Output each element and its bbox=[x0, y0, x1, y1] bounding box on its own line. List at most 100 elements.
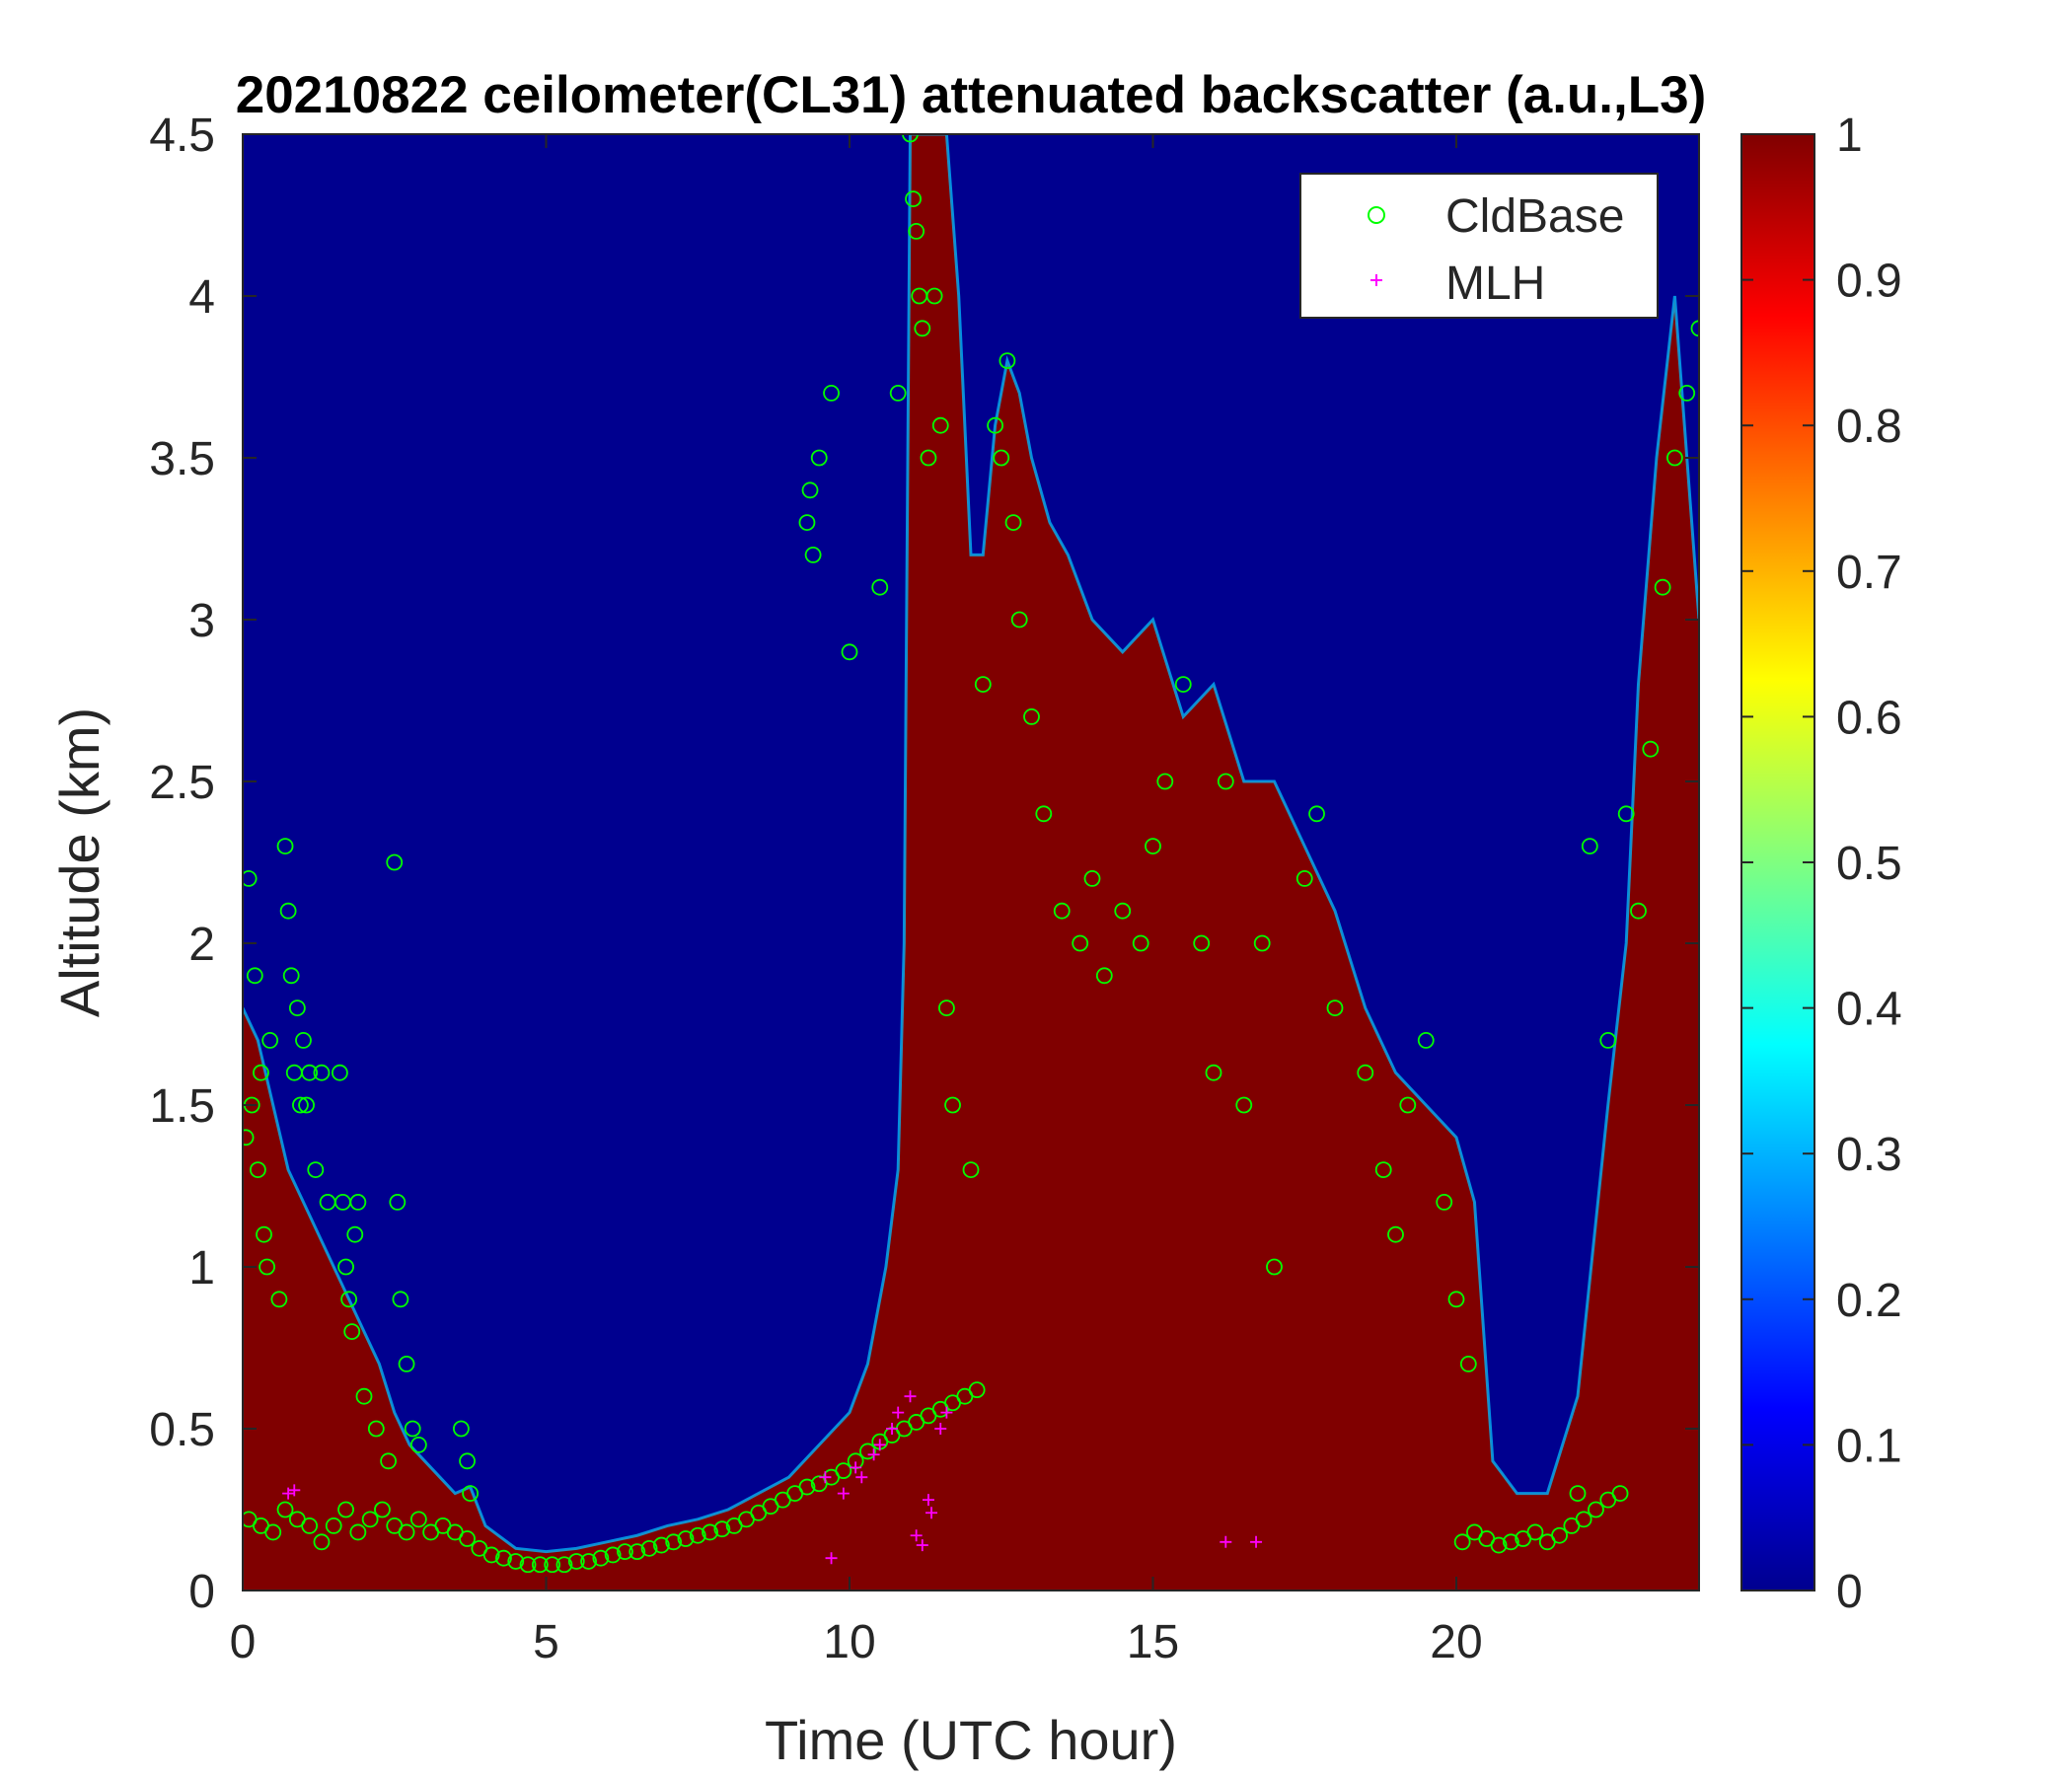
cldbase-point bbox=[1642, 740, 1660, 758]
cldbase-point bbox=[301, 1064, 319, 1081]
cldbase-point bbox=[689, 1526, 706, 1544]
cldbase-point bbox=[1617, 805, 1635, 823]
cldbase-point bbox=[337, 1258, 354, 1276]
cldbase-point bbox=[1266, 1258, 1283, 1276]
y-tick-label: 0 bbox=[188, 1566, 215, 1618]
cldbase-point bbox=[702, 1523, 718, 1541]
cldbase-point bbox=[999, 352, 1016, 370]
cldbase-point bbox=[835, 1462, 852, 1480]
mlh-point bbox=[855, 1471, 868, 1484]
cldbase-point bbox=[459, 1452, 476, 1470]
cldbase-point bbox=[1114, 902, 1132, 920]
y-tick-label: 3.5 bbox=[149, 433, 215, 485]
cldbase-point bbox=[1611, 1485, 1629, 1502]
chart-title: 20210822 ceilometer(CL31) attenuated bac… bbox=[236, 66, 1707, 124]
cldbase-point bbox=[367, 1420, 385, 1438]
cldbase-point bbox=[604, 1546, 622, 1564]
cldbase-point bbox=[1308, 805, 1325, 823]
cldbase-point bbox=[482, 1546, 500, 1564]
cldbase-point bbox=[531, 1556, 549, 1574]
cldbase-point bbox=[361, 1511, 379, 1528]
cldbase-point bbox=[288, 999, 306, 1016]
cldbase-point bbox=[1205, 1064, 1222, 1081]
cldbase-point bbox=[665, 1533, 683, 1551]
cldbase-point bbox=[307, 1161, 325, 1178]
cldbase-point bbox=[1326, 999, 1344, 1016]
cldbase-point bbox=[1417, 1032, 1435, 1049]
cldbase-point bbox=[331, 1064, 348, 1081]
cldbase-point bbox=[1374, 1161, 1392, 1178]
cldbase-point bbox=[1193, 934, 1211, 952]
cldbase-point bbox=[914, 320, 931, 337]
colorbar-tick-label: 0.5 bbox=[1836, 838, 1902, 890]
cldbase-point bbox=[859, 1443, 876, 1460]
cldbase-point bbox=[938, 999, 955, 1016]
cldbase-point bbox=[652, 1536, 670, 1554]
cldbase-point bbox=[1588, 1501, 1604, 1518]
colorbar-tick-label: 0.3 bbox=[1836, 1129, 1902, 1181]
cldbase-point bbox=[810, 449, 828, 467]
cldbase-point bbox=[337, 1501, 354, 1518]
cldbase-point bbox=[243, 870, 258, 887]
cldbase-point bbox=[905, 190, 922, 208]
y-tick-label: 1.5 bbox=[149, 1080, 215, 1133]
cldbase-point bbox=[567, 1553, 585, 1570]
cldbase-point bbox=[1630, 902, 1647, 920]
cldbase-point bbox=[462, 1485, 480, 1502]
cldbase-point bbox=[974, 676, 992, 693]
cldbase-point bbox=[298, 1096, 315, 1114]
cldbase-point bbox=[404, 1420, 421, 1438]
cldbase-point bbox=[1387, 1225, 1404, 1243]
cldbase-point bbox=[259, 1258, 276, 1276]
cldbase-point bbox=[617, 1543, 633, 1561]
cldbase-point bbox=[1357, 1064, 1374, 1081]
cldbase-point bbox=[555, 1556, 573, 1574]
y-axis-label: Altitude (km) bbox=[48, 707, 111, 1017]
colorbar-tick-label: 0.1 bbox=[1836, 1420, 1902, 1472]
cldbase-point bbox=[1217, 773, 1234, 790]
mlh-point bbox=[288, 1484, 301, 1497]
colorbar-tick-label: 0.2 bbox=[1836, 1275, 1902, 1327]
cldbase-point bbox=[1551, 1526, 1568, 1544]
x-tick-label: 5 bbox=[533, 1616, 559, 1668]
series-mlh bbox=[282, 1390, 1263, 1565]
cldbase-point bbox=[279, 902, 297, 920]
mlh-point bbox=[916, 1539, 928, 1552]
cldbase-point bbox=[282, 967, 300, 985]
cldbase-point bbox=[889, 384, 907, 402]
cldbase-point bbox=[1526, 1523, 1544, 1541]
cldbase-point bbox=[993, 449, 1010, 467]
mlh-point bbox=[282, 1487, 295, 1500]
mlh-point bbox=[867, 1448, 880, 1461]
cldbase-point bbox=[459, 1530, 476, 1547]
mlh-point bbox=[940, 1406, 953, 1419]
cldbase-point bbox=[1145, 838, 1161, 854]
cldbase-point bbox=[841, 643, 858, 661]
cldbase-point bbox=[1004, 514, 1022, 531]
mlh-point bbox=[910, 1529, 923, 1542]
x-tick-label: 20 bbox=[1430, 1616, 1482, 1668]
cldbase-point bbox=[1156, 773, 1174, 790]
cldbase-point bbox=[798, 514, 816, 531]
x-axis: 0 5 10 15 20 bbox=[230, 134, 1483, 1668]
y-tick-label: 4.5 bbox=[149, 110, 215, 162]
y-tick-label: 3 bbox=[188, 595, 215, 647]
legend[interactable]: CldBase MLH bbox=[1299, 173, 1659, 319]
cldbase-point bbox=[902, 134, 919, 143]
cldbase-point bbox=[1035, 805, 1053, 823]
cldbase-point bbox=[1436, 1194, 1453, 1211]
cldbase-point bbox=[349, 1523, 367, 1541]
cldbase-point bbox=[1053, 902, 1071, 920]
cldbase-point bbox=[677, 1530, 695, 1547]
x-axis-label: Time (UTC hour) bbox=[765, 1709, 1177, 1771]
cldbase-point bbox=[270, 1291, 288, 1308]
cldbase-point bbox=[256, 1225, 272, 1243]
mlh-point bbox=[922, 1494, 934, 1507]
cldbase-point bbox=[1459, 1356, 1477, 1372]
y-tick-label: 0.5 bbox=[149, 1404, 215, 1456]
mlh-point bbox=[837, 1487, 850, 1500]
cldbase-point bbox=[1569, 1485, 1587, 1502]
y-axis: 0 0.5 1 1.5 2 2.5 3 3.5 4 4.5 bbox=[149, 110, 1699, 1618]
colorbar-gradient bbox=[1740, 133, 1815, 1591]
cldbase-point bbox=[823, 384, 840, 402]
